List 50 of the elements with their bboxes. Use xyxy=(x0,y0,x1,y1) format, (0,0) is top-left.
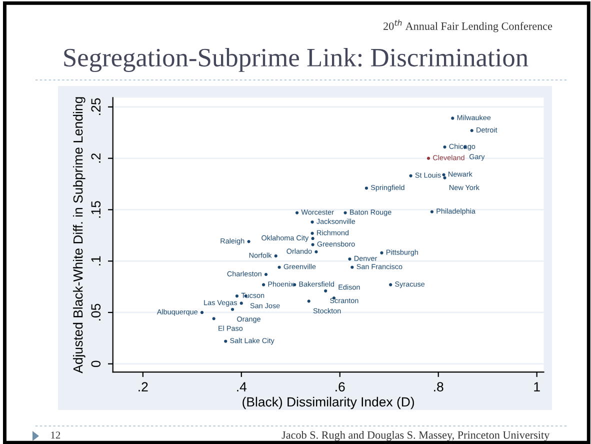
point xyxy=(380,251,384,254)
y-tick-label: .2 xyxy=(91,153,100,163)
point xyxy=(230,308,234,311)
y-tick-label: 0 xyxy=(91,360,101,368)
x-tick-label: .6 xyxy=(336,382,345,392)
point xyxy=(350,266,354,269)
point xyxy=(443,145,446,149)
point xyxy=(295,211,299,214)
x-tick-label: .2 xyxy=(138,382,148,392)
point xyxy=(240,302,243,305)
point xyxy=(200,310,204,314)
point xyxy=(235,294,239,298)
point xyxy=(212,317,216,320)
point xyxy=(364,186,368,190)
point xyxy=(307,300,310,303)
point xyxy=(278,266,281,269)
point xyxy=(310,232,314,235)
point xyxy=(311,243,314,246)
y-tick-label: .25 xyxy=(91,98,101,115)
point xyxy=(442,173,446,176)
point xyxy=(247,240,250,244)
point xyxy=(451,116,454,120)
point xyxy=(310,220,314,224)
point xyxy=(443,176,446,180)
point xyxy=(348,257,352,261)
point xyxy=(409,174,412,178)
point xyxy=(274,254,278,258)
chart-title: Segregation-Subprime Link: Discrimination xyxy=(64,48,528,72)
text: 12 xyxy=(51,432,60,439)
point xyxy=(344,211,347,214)
point xyxy=(324,289,328,292)
point xyxy=(262,283,266,286)
point xyxy=(426,156,430,160)
point xyxy=(314,250,318,254)
point xyxy=(311,236,314,240)
point xyxy=(470,129,474,132)
x-tick-label: .4 xyxy=(237,382,247,392)
point xyxy=(389,283,392,286)
point xyxy=(224,340,228,343)
text: 20$^{th}$ Annual Fair Lending Conference xyxy=(384,20,552,32)
y-tick-label: .1 xyxy=(91,256,100,266)
text: Jacob S. Rugh and Douglas S. Massey, Princeton University xyxy=(282,430,550,442)
point xyxy=(430,210,434,214)
x-tick-label: 1 xyxy=(534,382,540,392)
y-tick-label: .15 xyxy=(91,201,101,218)
x-axis-title: (Black) Dissimilarity Index (D) xyxy=(242,396,414,410)
point xyxy=(264,272,268,276)
x-tick-label: .8 xyxy=(434,382,444,392)
y-tick-label: .05 xyxy=(91,304,101,320)
y-axis-title: Adjusted Black-White Diff. in Subprime Lending xyxy=(73,97,86,374)
